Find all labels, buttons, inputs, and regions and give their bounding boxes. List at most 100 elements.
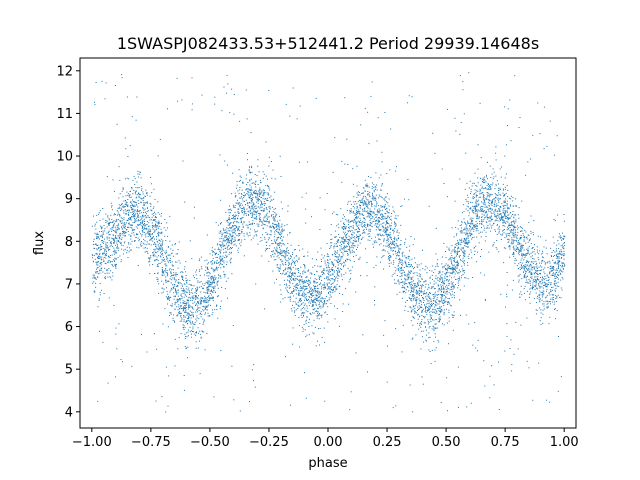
- data-point: [142, 200, 144, 201]
- data-point: [276, 256, 278, 258]
- data-point: [104, 262, 106, 264]
- data-point: [475, 221, 477, 223]
- data-point: [486, 198, 488, 200]
- data-point: [327, 321, 329, 323]
- data-point: [532, 263, 534, 265]
- data-point: [514, 214, 516, 216]
- data-point: [194, 296, 196, 297]
- data-point: [255, 283, 257, 285]
- data-point: [417, 318, 419, 320]
- data-point: [369, 239, 371, 241]
- data-point: [383, 240, 385, 242]
- data-point: [287, 260, 289, 262]
- data-point: [182, 278, 184, 280]
- data-point: [383, 268, 384, 270]
- data-point: [336, 276, 338, 278]
- data-point: [521, 268, 523, 269]
- data-point: [275, 215, 276, 217]
- data-point: [558, 264, 560, 266]
- data-point: [490, 215, 492, 217]
- data-point: [472, 195, 474, 197]
- data-point: [304, 264, 305, 266]
- data-point: [211, 262, 213, 264]
- data-point: [134, 220, 136, 222]
- data-point: [124, 234, 126, 236]
- data-point: [99, 231, 101, 233]
- data-point: [532, 288, 533, 290]
- data-point: [421, 319, 423, 321]
- data-point: [98, 256, 100, 257]
- data-point: [315, 291, 317, 293]
- data-point: [491, 219, 493, 221]
- data-point: [375, 217, 377, 219]
- data-point: [147, 233, 149, 235]
- data-point: [314, 278, 316, 280]
- data-point: [161, 238, 163, 240]
- data-point: [183, 290, 185, 292]
- data-point: [543, 281, 545, 283]
- data-point: [207, 305, 209, 307]
- data-point: [498, 201, 500, 203]
- data-point: [270, 234, 272, 236]
- data-point: [147, 243, 149, 245]
- data-point: [502, 204, 504, 206]
- data-point: [485, 187, 487, 189]
- data-point: [300, 298, 302, 300]
- data-point: [389, 265, 390, 267]
- data-point: [262, 228, 264, 230]
- data-point: [411, 278, 413, 280]
- data-point: [544, 273, 546, 275]
- data-point: [486, 174, 487, 176]
- data-point: [262, 222, 264, 224]
- data-point: [125, 203, 127, 205]
- data-point: [279, 155, 281, 157]
- data-point: [437, 266, 439, 267]
- data-point: [199, 286, 201, 288]
- data-point: [557, 278, 559, 280]
- data-point: [237, 211, 239, 213]
- data-point: [446, 246, 448, 248]
- data-point: [452, 314, 454, 316]
- data-point: [427, 310, 428, 312]
- data-point: [319, 306, 320, 308]
- data-point: [165, 280, 167, 282]
- data-point: [147, 215, 149, 216]
- data-point: [438, 318, 440, 320]
- data-point: [287, 271, 289, 273]
- data-point: [378, 244, 380, 246]
- data-point: [367, 233, 369, 235]
- data-point: [342, 238, 344, 240]
- data-point: [264, 202, 266, 204]
- data-point: [198, 318, 200, 320]
- data-point: [336, 225, 338, 227]
- data-point: [369, 224, 371, 226]
- data-point: [558, 262, 560, 263]
- data-point: [499, 168, 501, 170]
- data-point: [520, 226, 522, 228]
- data-point: [294, 272, 295, 274]
- data-point: [453, 286, 455, 288]
- data-point: [550, 303, 551, 305]
- data-point: [490, 203, 492, 205]
- data-point: [217, 243, 219, 245]
- data-point: [466, 239, 468, 241]
- data-point: [92, 282, 94, 284]
- data-point: [441, 168, 443, 170]
- data-point: [295, 278, 296, 280]
- data-point: [528, 252, 529, 254]
- data-point: [157, 272, 159, 274]
- data-point: [495, 175, 497, 177]
- data-point: [316, 285, 318, 287]
- data-point: [328, 256, 330, 257]
- data-point: [124, 225, 126, 227]
- data-point: [199, 340, 200, 342]
- data-point: [513, 232, 515, 234]
- data-point: [112, 225, 114, 227]
- data-point: [212, 286, 214, 288]
- data-point: [481, 208, 483, 210]
- data-point: [111, 264, 113, 266]
- data-point: [195, 347, 197, 349]
- data-point: [530, 274, 532, 276]
- data-point: [321, 316, 323, 318]
- data-point: [330, 242, 332, 244]
